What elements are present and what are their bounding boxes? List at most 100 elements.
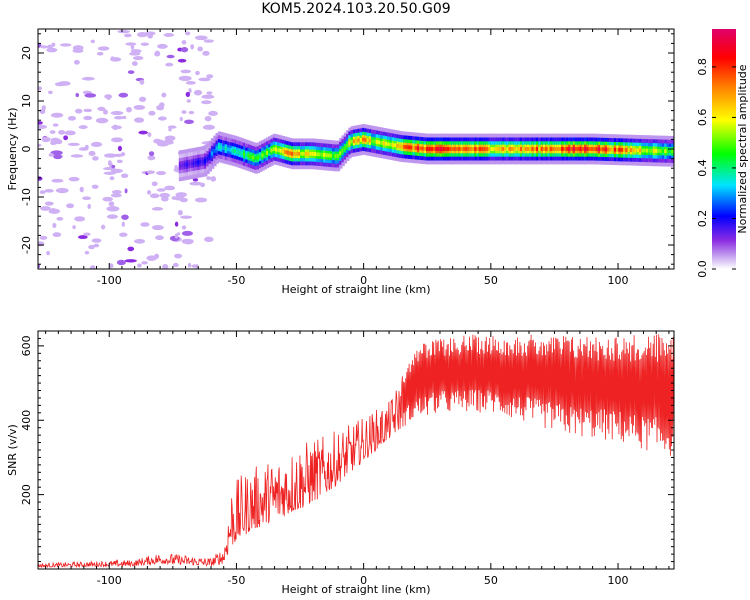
ridge-cell (194, 160, 199, 165)
ridge-cell (458, 147, 462, 151)
noise-blob (67, 142, 80, 147)
noise-blob (162, 263, 169, 269)
noise-blob (117, 30, 130, 34)
colorbar-gradient (712, 29, 736, 269)
y-tick-label: -20 (20, 236, 33, 254)
ridge-cell (620, 147, 625, 152)
x-tick-label: 50 (484, 574, 498, 587)
noise-blob (38, 121, 43, 125)
ridge-cell (208, 154, 213, 159)
noise-blob (83, 232, 91, 236)
noise-blob (47, 44, 53, 50)
x-tick-label: 0 (360, 274, 367, 287)
ridge-cell (288, 151, 293, 156)
noise-blob (91, 238, 102, 243)
noise-blob (51, 178, 64, 183)
ridge-cell (520, 147, 524, 151)
noise-blob (44, 201, 54, 206)
noise-blob (180, 215, 193, 219)
ridge-cell (346, 143, 350, 148)
ridge-cell (259, 154, 263, 159)
ridge-cell (522, 147, 526, 151)
ridge-cell (396, 143, 400, 148)
ridge-cell (609, 147, 613, 152)
ridge-cell (325, 153, 329, 158)
noise-blob (38, 124, 48, 129)
ridge-cell (316, 152, 320, 157)
noise-blob (166, 54, 175, 59)
noise-blob (58, 130, 66, 135)
ridge-cell (261, 153, 265, 158)
noise-blob (184, 240, 193, 245)
ridge-cell (590, 147, 595, 151)
ridge-cell (357, 138, 361, 143)
noise-blob (161, 139, 174, 145)
noise-blob (73, 59, 80, 65)
ridge-cell (233, 149, 238, 154)
ridge-cell (215, 146, 219, 151)
noise-blob (188, 87, 192, 94)
ridge-cell (391, 143, 396, 147)
ridge-cell (286, 150, 290, 155)
ridge-cell (487, 147, 492, 151)
ridge-cell (339, 151, 343, 156)
noise-blob (201, 94, 215, 99)
ridge-cell (460, 147, 464, 151)
noise-blob (74, 216, 86, 222)
noise-blob (201, 100, 212, 105)
noise-blob (111, 137, 123, 143)
snr-series (38, 334, 674, 569)
noise-blob (38, 86, 43, 91)
ridge-cell (645, 148, 650, 153)
x-tick-label: -50 (227, 574, 245, 587)
ridge-cell (449, 147, 453, 151)
ridge-cell (270, 148, 274, 153)
ridge-cell (545, 147, 549, 151)
noise-blob (110, 168, 124, 173)
ridge-cell (636, 148, 641, 153)
noise-blob (79, 186, 84, 193)
noise-blob (154, 50, 161, 57)
ridge-cell (332, 153, 336, 158)
noise-blob (74, 108, 83, 114)
noise-blob (48, 90, 53, 95)
noise-blob (174, 221, 179, 227)
ridge-cell (483, 147, 487, 151)
ridge-cell (437, 147, 441, 151)
ridge-cell (552, 147, 556, 151)
y-tick-label: 20 (20, 46, 33, 60)
ridge-cell (378, 140, 382, 145)
x-tick-label: -100 (97, 274, 122, 287)
noise-blob (48, 208, 61, 214)
ridge-cell (352, 139, 357, 144)
noise-blob (124, 33, 132, 38)
noise-blob (50, 150, 63, 156)
noise-blob (108, 162, 113, 166)
noise-blob (67, 115, 77, 121)
ridge-cell (643, 148, 648, 153)
ridge-cell (403, 144, 407, 149)
noise-blob (157, 116, 167, 121)
ridge-cell (242, 152, 247, 157)
ridge-cell (197, 160, 201, 165)
ridge-cell (245, 153, 249, 158)
noise-blob (161, 92, 167, 98)
noise-blob (82, 196, 92, 200)
noise-blob (119, 232, 128, 237)
noise-blob (195, 70, 200, 76)
ridge-cell (661, 149, 666, 154)
ridge-cell (265, 150, 270, 155)
noise-blob (137, 263, 142, 268)
ridge-cell (206, 156, 210, 161)
noise-blob (133, 238, 146, 244)
ridge-cell (277, 148, 281, 153)
noise-blob (121, 115, 127, 120)
ridge-cell (558, 147, 563, 151)
noise-blob (131, 61, 138, 66)
noise-blob (181, 40, 187, 45)
noise-blob (38, 143, 42, 147)
ridge-cell (613, 147, 618, 152)
ridge-cell (199, 159, 203, 164)
noise-blob (177, 58, 187, 63)
